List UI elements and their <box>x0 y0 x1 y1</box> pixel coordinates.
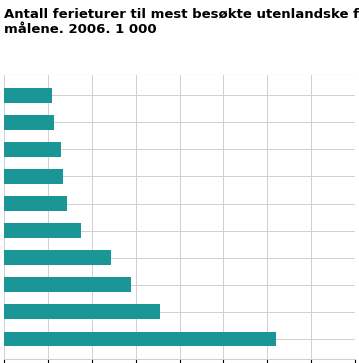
Bar <box>4 305 160 319</box>
Bar <box>4 331 276 346</box>
Bar <box>4 115 54 130</box>
Bar <box>4 169 63 184</box>
Text: Antall ferieturer til mest besøkte utenlandske ferie-
målene. 2006. 1 000: Antall ferieturer til mest besøkte utenl… <box>4 7 359 36</box>
Bar <box>4 196 67 211</box>
Bar <box>4 277 131 292</box>
Bar <box>4 223 80 238</box>
Bar <box>4 142 61 157</box>
Bar <box>4 250 111 265</box>
Bar <box>4 88 52 103</box>
